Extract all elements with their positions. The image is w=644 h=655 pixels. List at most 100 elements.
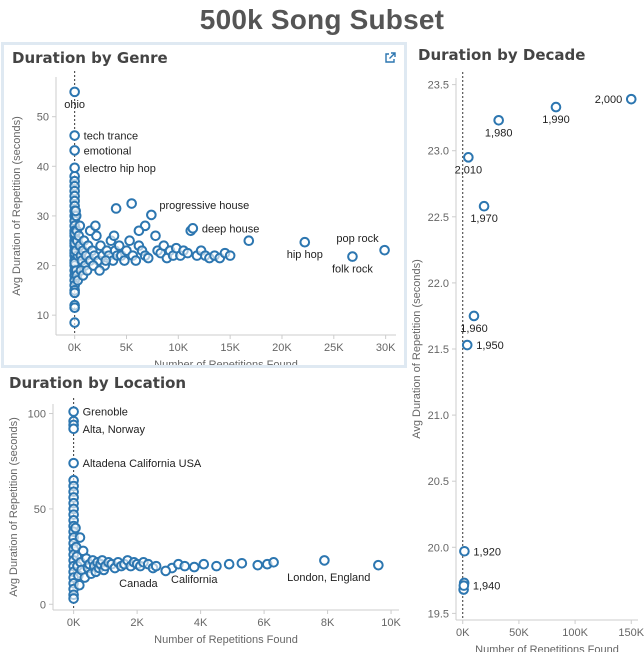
x-tick-label: 50K bbox=[509, 627, 529, 639]
data-point[interactable] bbox=[74, 532, 86, 543]
y-tick-label: 100 bbox=[28, 409, 46, 421]
data-point[interactable] bbox=[69, 287, 80, 299]
labeled-data-point[interactable] bbox=[146, 209, 157, 221]
y-axis-title: Avg Duration of Repetition (seconds) bbox=[11, 116, 23, 296]
y-tick-label: 21.5 bbox=[428, 344, 449, 356]
data-point[interactable] bbox=[224, 250, 236, 261]
genre-scatter-chart[interactable]: 0K 5K 10K 15K 20K 25K 30K 10 20 30 40 50 Number of R… bbox=[4, 69, 404, 365]
data-point[interactable] bbox=[198, 558, 210, 570]
data-point-label: 1,980 bbox=[485, 127, 513, 139]
data-point[interactable] bbox=[236, 557, 248, 569]
dashboard-title: 500k Song Subset bbox=[199, 4, 445, 35]
data-point[interactable] bbox=[243, 235, 255, 247]
data-point[interactable] bbox=[100, 255, 112, 266]
x-tick-label: 5K bbox=[120, 342, 134, 354]
labeled-data-point[interactable] bbox=[468, 310, 480, 322]
labeled-data-point[interactable] bbox=[160, 565, 171, 577]
data-point[interactable] bbox=[252, 559, 264, 571]
data-point[interactable] bbox=[74, 220, 86, 232]
data-point-label: ohio bbox=[64, 99, 85, 111]
data-point[interactable] bbox=[130, 255, 142, 266]
data-point[interactable] bbox=[223, 558, 235, 570]
data-point[interactable] bbox=[182, 247, 193, 259]
x-tick-label: 8K bbox=[321, 617, 335, 629]
decade-panel[interactable]: Duration by Decade 0K 50K 100K 150K 19.5 20.0… bbox=[410, 42, 644, 654]
labeled-data-point[interactable] bbox=[69, 162, 80, 174]
labeled-data-point[interactable] bbox=[373, 559, 384, 571]
x-tick-label: 15K bbox=[220, 342, 240, 354]
genre-chart-title: Duration by Genre bbox=[12, 49, 168, 67]
y-tick-label: 50 bbox=[37, 112, 49, 124]
genre-panel[interactable]: Duration by Genre 0K 5K 10K 15K 20K 25K 30K 10 2… bbox=[1, 42, 407, 368]
labeled-data-point[interactable] bbox=[68, 423, 79, 435]
data-point[interactable] bbox=[69, 302, 80, 314]
x-axis-title: Number of Repetitions Found bbox=[475, 644, 619, 652]
data-point[interactable] bbox=[74, 579, 85, 591]
y-tick-label: 50 bbox=[34, 504, 46, 516]
data-point-label: London, England bbox=[287, 572, 370, 584]
data-point[interactable] bbox=[70, 205, 81, 217]
labeled-data-point[interactable] bbox=[458, 580, 470, 591]
labeled-data-point[interactable] bbox=[493, 115, 504, 126]
data-point-label: 1,950 bbox=[476, 340, 504, 352]
data-point-label: 1,970 bbox=[470, 213, 498, 225]
data-point[interactable] bbox=[150, 230, 161, 242]
y-tick-label: 22.5 bbox=[428, 212, 449, 224]
data-point[interactable] bbox=[90, 220, 101, 232]
labeled-data-point[interactable] bbox=[188, 561, 200, 573]
data-point[interactable] bbox=[119, 255, 130, 266]
data-point[interactable] bbox=[113, 240, 125, 251]
data-point[interactable] bbox=[268, 557, 279, 568]
x-tick-label: 25K bbox=[324, 342, 344, 354]
labeled-data-point[interactable] bbox=[478, 200, 490, 212]
data-point[interactable] bbox=[94, 265, 105, 276]
labeled-data-point[interactable] bbox=[187, 223, 199, 234]
data-point-label: progressive house bbox=[159, 200, 249, 212]
y-tick-label: 22.0 bbox=[428, 278, 449, 290]
x-axis-title: Number of Repetitions Found bbox=[154, 359, 298, 365]
labeled-data-point[interactable] bbox=[550, 101, 562, 113]
x-tick-label: 150K bbox=[618, 627, 644, 639]
data-point[interactable] bbox=[70, 522, 81, 534]
data-point[interactable] bbox=[211, 560, 222, 572]
data-point[interactable] bbox=[108, 230, 120, 242]
y-tick-label: 23.5 bbox=[428, 80, 449, 92]
data-point-label: California bbox=[171, 574, 218, 586]
decade-scatter-chart[interactable]: 0K 50K 100K 150K 19.5 20.0 20.5 21.0 21.5 22.0 22.… bbox=[410, 68, 644, 652]
data-point-label: 1,940 bbox=[473, 581, 501, 593]
data-point[interactable] bbox=[179, 560, 191, 572]
labeled-data-point[interactable] bbox=[459, 545, 470, 557]
labeled-data-point[interactable] bbox=[69, 86, 80, 98]
x-tick-label: 6K bbox=[257, 617, 271, 629]
labeled-data-point[interactable] bbox=[69, 130, 80, 141]
location-scatter-chart[interactable]: 0K 2K 4K 6K 8K 10K 0 50 100 Number of Repetitions… bbox=[1, 396, 405, 652]
labeled-data-point[interactable] bbox=[347, 251, 358, 262]
location-chart-title: Duration by Location bbox=[9, 374, 187, 392]
data-point-label: Canada bbox=[119, 578, 158, 590]
data-point[interactable] bbox=[69, 317, 80, 328]
y-axis-title: Avg Duration of Repetition (seconds) bbox=[8, 417, 20, 597]
data-point[interactable] bbox=[126, 198, 137, 209]
labeled-data-point[interactable] bbox=[379, 244, 390, 256]
labeled-data-point[interactable] bbox=[461, 339, 473, 351]
data-point[interactable] bbox=[68, 593, 79, 604]
labeled-data-point[interactable] bbox=[68, 406, 79, 417]
data-point-label: Altadena California USA bbox=[83, 458, 202, 470]
labeled-data-point[interactable] bbox=[69, 145, 80, 156]
data-point[interactable] bbox=[142, 252, 154, 264]
data-point[interactable] bbox=[150, 560, 162, 572]
y-axis-title: Avg Duration of Repetition (seconds) bbox=[411, 259, 423, 439]
data-point-label: pop rock bbox=[336, 233, 379, 245]
data-point[interactable] bbox=[319, 555, 330, 566]
labeled-data-point[interactable] bbox=[68, 457, 79, 469]
labeled-data-point[interactable] bbox=[463, 152, 474, 163]
data-point[interactable] bbox=[124, 235, 135, 247]
data-point-label: 1,990 bbox=[542, 114, 570, 126]
x-tick-label: 0K bbox=[456, 627, 470, 639]
data-point[interactable] bbox=[110, 203, 122, 214]
labeled-data-point[interactable] bbox=[299, 236, 311, 248]
data-point[interactable] bbox=[133, 225, 145, 237]
popout-icon[interactable] bbox=[384, 52, 396, 64]
labeled-data-point[interactable] bbox=[625, 93, 637, 105]
location-panel[interactable]: Duration by Location 0K 2K 4K 6K 8K 10K 0 50 100… bbox=[1, 370, 407, 654]
